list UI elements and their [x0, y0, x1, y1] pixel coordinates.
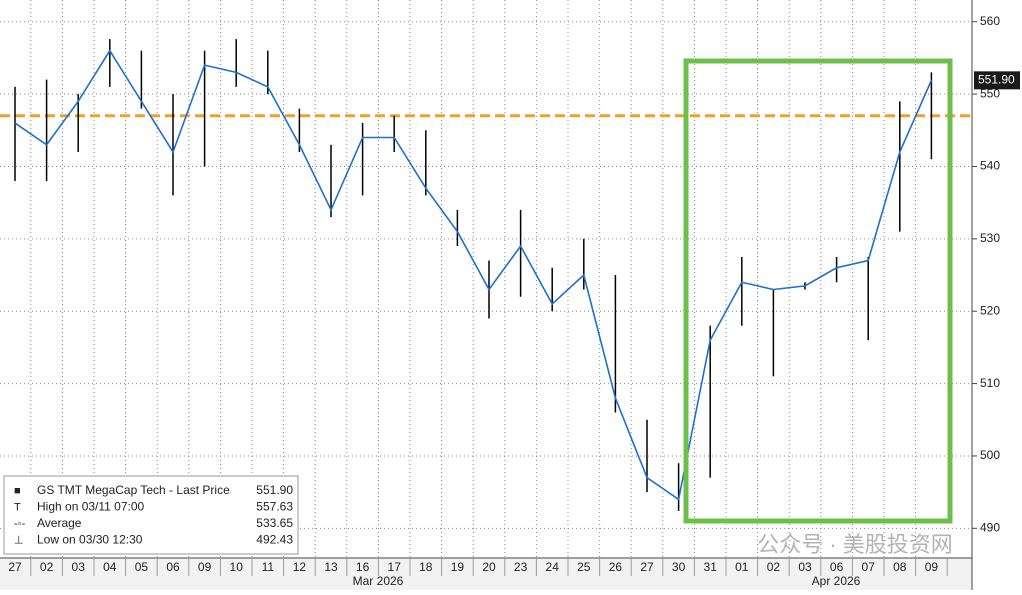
y-tick-label: 540	[980, 159, 1000, 173]
x-tick-label: 30	[672, 560, 686, 574]
legend-value: 551.90	[256, 483, 293, 497]
y-tick-label: 510	[980, 376, 1000, 390]
x-axis-band	[0, 558, 972, 590]
x-tick-label: 11	[262, 560, 275, 574]
x-tick-label: 19	[451, 560, 465, 574]
x-tick-label: 02	[40, 560, 54, 574]
x-tick-label: 10	[230, 560, 244, 574]
legend-name: GS TMT MegaCap Tech - Last Price	[37, 483, 230, 497]
y-tick-label: 490	[980, 520, 1000, 534]
x-tick-label: 25	[577, 560, 591, 574]
month-label: Apr 2026	[812, 574, 861, 588]
x-tick-label: 23	[514, 560, 528, 574]
x-tick-label: 13	[324, 560, 338, 574]
month-label: Mar 2026	[353, 574, 404, 588]
price-line	[14, 49, 933, 501]
legend-icon: -◦-	[14, 518, 26, 530]
x-tick-label: 02	[767, 560, 781, 574]
x-tick-label: 27	[8, 560, 22, 574]
legend-name: High on 03/11 07:00	[37, 500, 145, 514]
legend-box	[3, 475, 299, 555]
y-tick-label: 550	[980, 86, 1000, 100]
legend-value: 492.43	[256, 533, 293, 547]
x-tick-label: 09	[925, 560, 939, 574]
x-tick-label: 12	[293, 560, 307, 574]
x-tick-label: 07	[862, 560, 876, 574]
x-tick-label: 09	[198, 560, 212, 574]
legend: ■ GS TMT MegaCap Tech - Last Price 551.90 T…	[3, 475, 299, 555]
x-tick-label: 17	[388, 560, 402, 574]
legend-name: Average	[37, 516, 82, 530]
legend-value: 557.63	[256, 500, 293, 514]
last-price-label: 551.90	[978, 73, 1015, 87]
watermark: 公众号 · 美股投资网	[757, 532, 953, 557]
legend-value: 533.65	[256, 516, 293, 530]
y-tick-label: 560	[980, 14, 1000, 28]
x-tick-label: 06	[166, 560, 180, 574]
x-tick-label: 05	[135, 560, 149, 574]
x-tick-label: 27	[640, 560, 654, 574]
legend-icon: ■	[14, 485, 21, 497]
legend-name: Low on 03/30 12:30	[37, 533, 143, 547]
x-tick-label: 20	[482, 560, 496, 574]
x-tick-label: 31	[704, 560, 718, 574]
x-tick-label: 03	[798, 560, 812, 574]
x-tick-label: 03	[72, 560, 86, 574]
y-tick-label: 500	[980, 448, 1000, 462]
x-tick-label: 24	[546, 560, 560, 574]
legend-icon: T	[14, 501, 21, 513]
y-tick-label: 520	[980, 303, 1000, 317]
highlight-box	[683, 58, 953, 524]
x-tick-label: 06	[830, 560, 844, 574]
last-price-tag	[974, 71, 1020, 90]
y-tick-label: 530	[980, 231, 1000, 245]
x-tick-label: 26	[609, 560, 623, 574]
x-tick-label: 04	[103, 560, 117, 574]
x-tick-label: 18	[419, 560, 433, 574]
x-tick-label: 08	[893, 560, 907, 574]
x-tick-label: 01	[735, 560, 749, 574]
legend-icon: ⊥	[14, 534, 24, 546]
x-tick-label: 16	[356, 560, 370, 574]
